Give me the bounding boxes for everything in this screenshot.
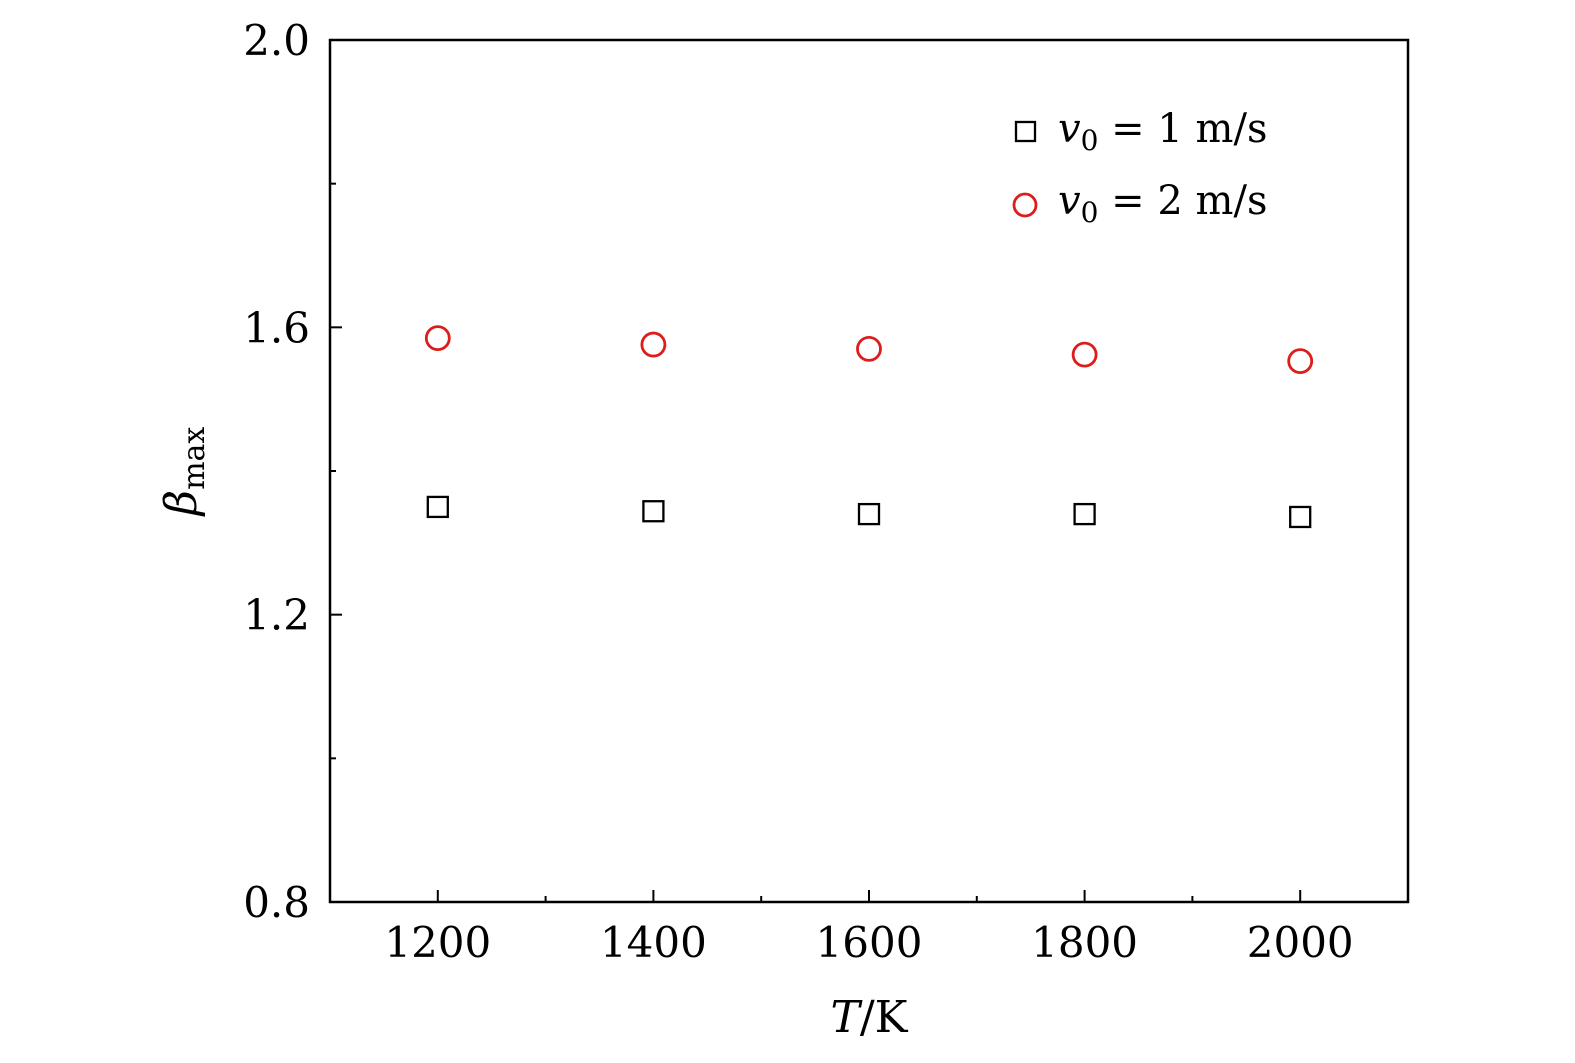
legend-label-series-1: v0 = 1 m/s (1058, 106, 1267, 157)
y-tick-label: 2.0 (243, 16, 310, 65)
data-point-series-1 (1289, 505, 1312, 529)
data-point-series-2 (424, 325, 451, 352)
y-axis-ticks: 0.8 1.2 1.6 2.0 (243, 16, 342, 927)
y-tick-label: 0.8 (243, 878, 310, 927)
y-tick-label: 1.6 (243, 303, 310, 352)
data-point-series-2 (1071, 341, 1098, 368)
data-point-series-2 (856, 335, 882, 362)
x-axis-ticks: 1200 1400 1600 1800 2000 (384, 890, 1354, 967)
data-point-series-2 (640, 331, 667, 358)
data-point-series-1 (426, 495, 449, 519)
x-tick-label: 1800 (1031, 918, 1138, 967)
data-point-series-2 (1287, 348, 1314, 374)
data-point-series-1 (642, 500, 665, 523)
legend-marker-series-2 (1012, 192, 1038, 218)
legend-label-series-2: v0 = 2 m/s (1058, 178, 1267, 229)
data-point-series-1 (1073, 502, 1096, 526)
x-tick-label: 1600 (816, 918, 923, 967)
y-axis-label: βmax (156, 427, 212, 518)
x-tick-label: 2000 (1247, 918, 1354, 967)
x-tick-label: 1200 (384, 918, 491, 967)
y-tick-label: 1.2 (243, 591, 310, 640)
legend-marker-series-1 (1014, 120, 1037, 143)
legend: v0 = 1 m/s v0 = 2 m/s (1012, 106, 1267, 229)
x-tick-label: 1400 (600, 918, 707, 967)
plot-frame (328, 38, 1410, 904)
data-points (424, 325, 1314, 529)
x-axis-label: T/K (830, 992, 908, 1043)
data-point-series-1 (857, 502, 881, 526)
